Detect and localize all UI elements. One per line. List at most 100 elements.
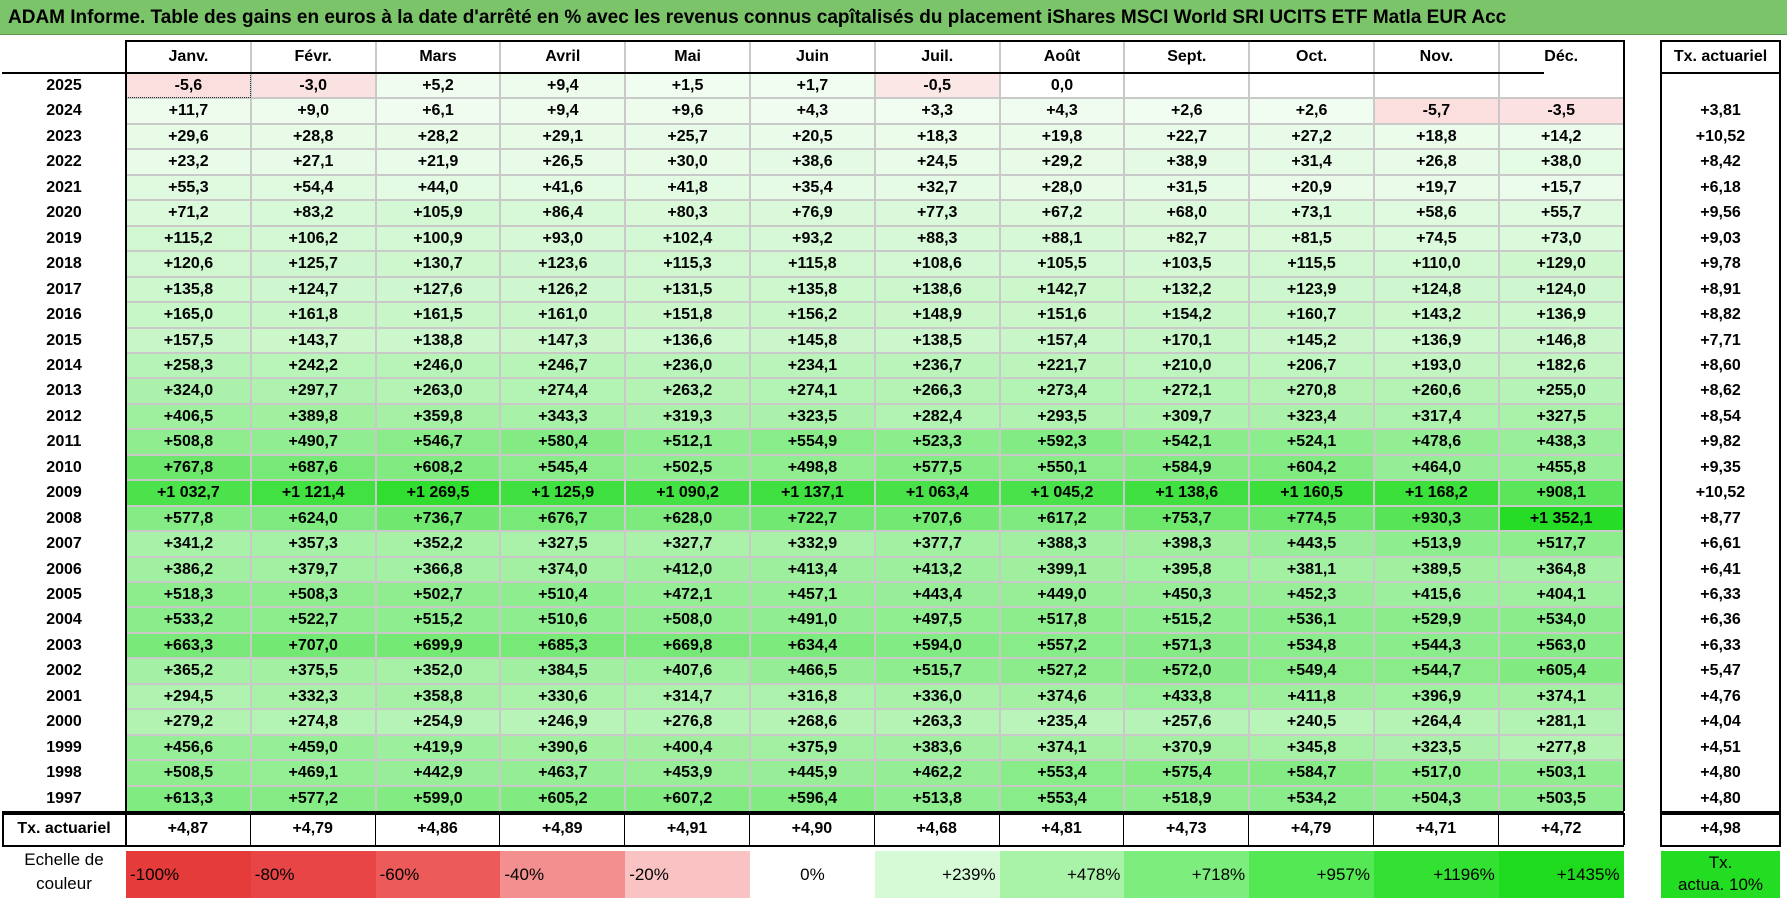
heatmap-cell: +571,3: [1124, 632, 1250, 659]
heatmap-cell: +142,7: [999, 276, 1125, 303]
row-year-label: 1997: [46, 789, 82, 807]
heatmap-cell: +314,7: [625, 683, 750, 710]
heatmap-cell: +130,7: [375, 251, 501, 277]
heatmap-cell: +553,4: [999, 785, 1125, 812]
heatmap-cell: +767,8: [126, 454, 251, 481]
heatmap-cell: +264,4: [1374, 709, 1499, 735]
heatmap-cell: +930,3: [1374, 505, 1499, 532]
legend-rate-label: actua. 10%: [1677, 875, 1764, 894]
heatmap-cell: +498,8: [750, 454, 875, 481]
heatmap-cell: +14,2: [1498, 123, 1624, 150]
column-gridline: [374, 40, 377, 812]
legend-swatch: -20%: [625, 851, 750, 898]
heatmap-cell: +554,9: [750, 429, 875, 455]
footer-bottom: [2, 845, 1624, 848]
heatmap-cell: +527,2: [999, 658, 1125, 684]
heatmap-cell: +221,7: [999, 352, 1125, 379]
footer-rate-value: +4,90: [750, 813, 875, 846]
heatmap-cell: +375,9: [750, 734, 875, 761]
heatmap-cell: +398,3: [1124, 531, 1250, 557]
heatmap-cell: +3,3: [874, 98, 1000, 124]
row-year-label: 2012: [46, 407, 82, 425]
heatmap-cell: +115,5: [1249, 251, 1374, 277]
heatmap-cell: +282,4: [874, 403, 1000, 430]
heatmap-cell: +1 160,5: [1249, 480, 1374, 506]
heatmap-cell: +608,2: [375, 454, 501, 481]
row-year-label: 2006: [46, 560, 82, 578]
legend-rate-swatch: Tx.: [1661, 851, 1780, 898]
rate-box-header-sep: [1661, 72, 1780, 74]
heatmap-cell: +2,6: [1124, 98, 1250, 124]
heatmap-cell: +366,8: [375, 556, 501, 582]
footer-rate-value: +4,87: [126, 813, 251, 846]
heatmap-cell: +27,1: [250, 149, 376, 175]
heatmap-cell: +105,9: [375, 200, 501, 226]
heatmap-cell: [1124, 73, 1250, 99]
heatmap-cell: +73,1: [1249, 200, 1374, 226]
heatmap-cell: +38,0: [1498, 149, 1624, 175]
footer-rate-left: [1660, 813, 1662, 848]
heatmap-cell: +357,3: [250, 531, 376, 557]
row-rate-value: +8,54: [1700, 407, 1741, 425]
heatmap-cell: +374,1: [999, 734, 1125, 761]
heatmap-cell: +35,4: [750, 174, 875, 201]
heatmap-cell: +129,0: [1498, 251, 1624, 277]
heatmap-cell: +58,6: [1374, 200, 1499, 226]
footer-top: [2, 813, 1624, 816]
heatmap-cell: +206,7: [1249, 352, 1374, 379]
heatmap-cell: +327,7: [625, 531, 750, 557]
heatmap-cell: +577,8: [126, 505, 251, 532]
heatmap-cell: +294,5: [126, 683, 251, 710]
rate-box-bottom: [1661, 811, 1780, 814]
row-rate-value: +6,18: [1700, 178, 1741, 196]
heatmap-cell: +54,4: [250, 174, 376, 201]
heatmap-cell: +108,6: [874, 251, 1000, 277]
row-year-label: 2010: [46, 458, 82, 476]
heatmap-cell: +268,6: [750, 709, 875, 735]
heatmap-cell: +5,2: [375, 73, 501, 99]
row-rate-value: +4,76: [1700, 687, 1741, 705]
column-header-3: Avril: [545, 48, 581, 65]
heatmap-cell: +438,3: [1498, 429, 1624, 455]
row-year-label: 2015: [46, 331, 82, 349]
heatmap-cell: +29,2: [999, 149, 1125, 175]
legend-swatch: -100%: [126, 851, 251, 898]
heatmap-cell: +323,5: [1374, 734, 1499, 761]
heatmap-cell: +73,0: [1498, 225, 1624, 252]
heatmap-cell: +374,0: [500, 556, 626, 582]
heatmap-cell: +413,2: [874, 556, 1000, 582]
heatmap-cell: +274,4: [500, 378, 626, 404]
footer-rate-bottom: [1661, 845, 1780, 848]
heatmap-cell: +246,0: [375, 352, 501, 379]
heatmap-cell: +508,0: [625, 607, 750, 633]
heatmap-cell: +2,6: [1249, 98, 1374, 124]
column-gridline: [249, 40, 252, 812]
heatmap-cell: +419,9: [375, 734, 501, 761]
heatmap-cell: +263,0: [375, 378, 501, 404]
selected-cell-outline: [126, 73, 251, 99]
heatmap-cell: +157,5: [126, 327, 251, 353]
heatmap-cell: +374,6: [999, 683, 1125, 710]
heatmap-cell: +463,7: [500, 760, 626, 786]
heatmap-cell: +131,5: [625, 276, 750, 303]
heatmap-cell: +399,1: [999, 556, 1125, 582]
heatmap-cell: +31,5: [1124, 174, 1250, 201]
column-header-6: Juil.: [921, 48, 954, 65]
header-top-border: [126, 40, 1624, 42]
heatmap-cell: +412,0: [625, 556, 750, 582]
heatmap-cell: +534,8: [1249, 632, 1374, 659]
heatmap-cell: +105,5: [999, 251, 1125, 277]
heatmap-cell: +722,7: [750, 505, 875, 532]
heatmap-cell: +165,0: [126, 302, 251, 328]
heatmap-cell: +93,0: [500, 225, 626, 252]
heatmap-cell: +161,5: [375, 302, 501, 328]
heatmap-cell: +383,6: [874, 734, 1000, 761]
heatmap-cell: +127,6: [375, 276, 501, 303]
heatmap-cell: +534,2: [1249, 785, 1374, 812]
row-rate-value: +3,81: [1700, 102, 1741, 120]
heatmap-cell: +575,4: [1124, 760, 1250, 786]
heatmap-cell: +1 045,2: [999, 480, 1125, 506]
row-year-label: 2016: [46, 306, 82, 324]
heatmap-cell: +365,2: [126, 658, 251, 684]
footer-rate-value: +4,68: [875, 813, 1000, 846]
